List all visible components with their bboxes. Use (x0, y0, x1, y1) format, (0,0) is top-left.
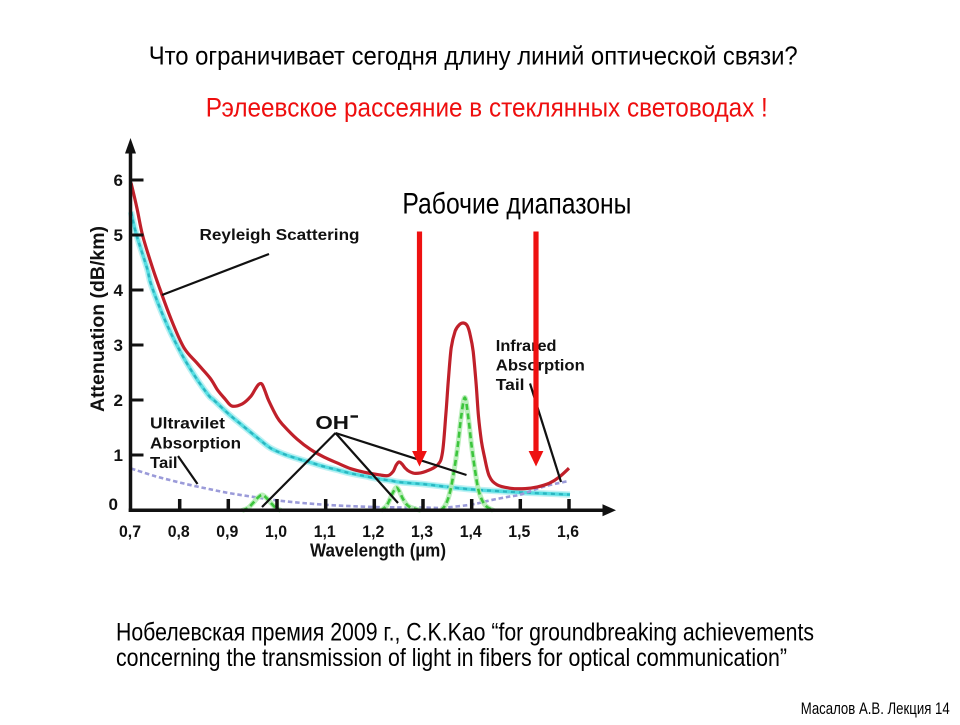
svg-text:Reyleigh Scattering: Reyleigh Scattering (200, 227, 360, 244)
svg-text:0,8: 0,8 (168, 522, 190, 541)
svg-text:Масалов А.В. Лекция 14: Масалов А.В. Лекция 14 (801, 700, 950, 718)
svg-text:1,3: 1,3 (411, 522, 433, 541)
svg-text:Нобелевская премия 2009 г., C.: Нобелевская премия 2009 г., C.K.Kao “for… (116, 619, 814, 647)
svg-text:0,9: 0,9 (216, 522, 238, 541)
svg-text:4: 4 (114, 281, 124, 300)
svg-text:Attenuation (dB/km): Attenuation (dB/km) (88, 226, 109, 412)
svg-text:1,1: 1,1 (314, 522, 336, 541)
svg-text:Tail: Tail (150, 455, 178, 472)
svg-text:6: 6 (114, 171, 123, 190)
svg-text:3: 3 (114, 336, 123, 355)
svg-text:0,7: 0,7 (119, 522, 141, 541)
svg-text:1,0: 1,0 (265, 522, 287, 541)
svg-text:Рэлеевское рассеяние в стеклян: Рэлеевское рассеяние в стеклянных светов… (206, 92, 768, 122)
svg-text:5: 5 (114, 226, 123, 245)
svg-text:concerning the transmission of: concerning the transmission of light in … (116, 644, 787, 672)
svg-text:Ultravilet: Ultravilet (150, 416, 226, 433)
svg-text:Tail: Tail (496, 377, 525, 394)
svg-text:Что ограничивает сегодня длину: Что ограничивает сегодня длину линий опт… (149, 40, 798, 70)
svg-text:1,2: 1,2 (362, 522, 384, 541)
svg-text:1: 1 (114, 446, 123, 465)
svg-text:OH: OH (315, 413, 349, 433)
svg-text:0: 0 (109, 495, 118, 514)
svg-text:2: 2 (114, 391, 123, 410)
svg-text:1,5: 1,5 (508, 522, 530, 541)
svg-text:1,6: 1,6 (557, 522, 579, 541)
svg-text:Absorption: Absorption (496, 358, 585, 375)
svg-text:Рабочие диапазоны: Рабочие диапазоны (402, 188, 631, 221)
svg-text:Wavelength (µm): Wavelength (µm) (310, 540, 446, 560)
svg-text:Absorption: Absorption (150, 435, 241, 452)
svg-text:Infrared: Infrared (496, 338, 557, 355)
svg-text:1,4: 1,4 (460, 522, 482, 541)
